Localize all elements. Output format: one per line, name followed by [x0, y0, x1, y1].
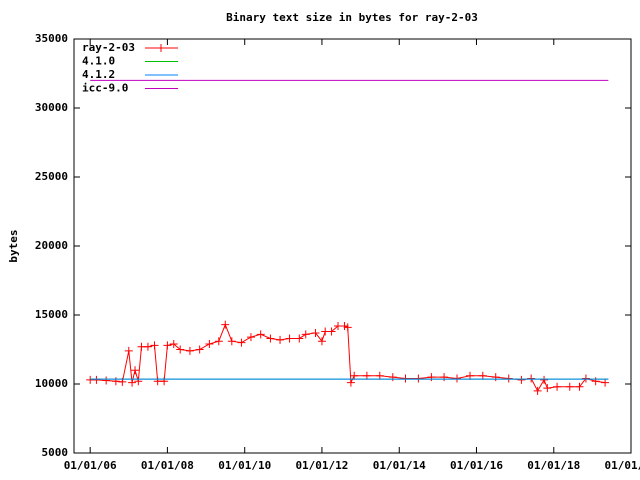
point: [414, 374, 423, 383]
x-tick-label: 01/01/06: [64, 459, 117, 472]
x-tick-label: 01/01/10: [218, 459, 271, 472]
point: [401, 374, 410, 383]
y-tick-label: 20000: [35, 239, 68, 252]
point: [327, 327, 336, 336]
point: [276, 335, 285, 344]
y-tick-label: 5000: [42, 446, 69, 459]
point: [195, 345, 204, 354]
point: [246, 333, 255, 342]
point: [346, 378, 355, 387]
point: [340, 322, 349, 331]
point: [553, 382, 562, 391]
point: [301, 330, 310, 339]
point: [285, 334, 294, 343]
point: [350, 371, 359, 380]
point: [143, 342, 152, 351]
point: [343, 323, 352, 332]
point: [266, 334, 275, 343]
point: [256, 330, 265, 339]
chart-title: Binary text size in bytes for ray-2-03: [226, 11, 478, 24]
x-tick-label: 01/01/18: [527, 459, 580, 472]
x-tick-label: 01/01/14: [373, 459, 426, 472]
point: [527, 374, 536, 383]
point: [317, 337, 326, 346]
x-tick-label: 01/01/12: [295, 459, 348, 472]
x-tick-label: 01/01/08: [141, 459, 194, 472]
x-tick-label: 01/01/16: [450, 459, 503, 472]
point: [601, 378, 610, 387]
point: [311, 328, 320, 337]
point: [295, 334, 304, 343]
point: [375, 371, 384, 380]
point: [362, 371, 371, 380]
point: [517, 375, 526, 384]
point: [543, 384, 552, 393]
point: [176, 345, 185, 354]
point: [131, 366, 140, 375]
point: [185, 346, 194, 355]
point: [540, 375, 549, 384]
point: [533, 386, 542, 395]
point: [102, 376, 111, 385]
point: [581, 374, 590, 383]
point: [124, 346, 133, 355]
point: [491, 373, 500, 382]
y-tick-label: 35000: [35, 32, 68, 45]
legend-label: icc-9.0: [82, 82, 128, 95]
point: [565, 382, 574, 391]
y-tick-label: 10000: [35, 377, 68, 390]
point: [169, 339, 178, 348]
point: [388, 373, 397, 382]
point: [160, 377, 169, 386]
point: [134, 377, 143, 386]
y-tick-label: 15000: [35, 308, 68, 321]
legend-label: 4.1.0: [82, 55, 115, 68]
point: [221, 320, 230, 329]
point: [453, 374, 462, 383]
y-tick-label: 30000: [35, 101, 68, 114]
point: [163, 341, 172, 350]
point: [150, 341, 159, 350]
point: [111, 377, 120, 386]
x-tick-label: 01/01/20: [605, 459, 640, 472]
point: [427, 373, 436, 382]
plot-border: [73, 38, 632, 454]
point: [237, 338, 246, 347]
point: [478, 371, 487, 380]
legend-marker: [157, 44, 165, 52]
legend-label: 4.1.2: [82, 68, 115, 81]
point: [92, 375, 101, 384]
point: [591, 377, 600, 386]
point: [214, 337, 223, 346]
legend-label: ray-2-03: [82, 41, 135, 54]
y-axis-label: bytes: [7, 229, 20, 262]
point: [227, 337, 236, 346]
point: [440, 373, 449, 382]
point: [205, 339, 214, 348]
point: [504, 374, 513, 383]
point: [466, 371, 475, 380]
y-tick-label: 25000: [35, 170, 68, 183]
point: [575, 382, 584, 391]
point: [128, 378, 137, 387]
